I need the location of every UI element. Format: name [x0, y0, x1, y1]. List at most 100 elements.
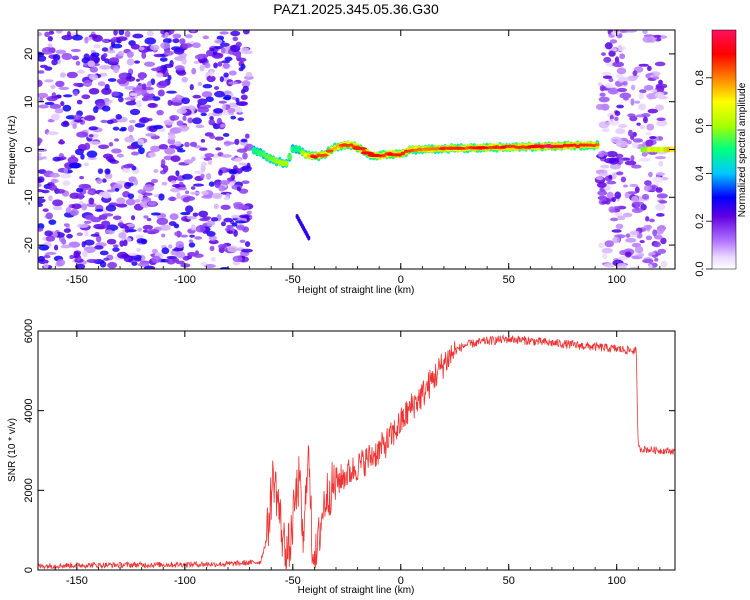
spectrogram-noise-blob	[127, 193, 135, 200]
spectrogram-noise-blob	[222, 62, 230, 69]
top-y-tick-label: -10	[23, 189, 35, 205]
spectrogram-noise-blob	[101, 213, 114, 217]
spectrogram-ridge-cell	[264, 154, 270, 158]
spectrogram-noise-blob	[643, 84, 654, 91]
spectrogram-noise-blob	[135, 100, 142, 108]
spectrogram-noise-blob	[38, 104, 49, 109]
spectrogram-noise-blob	[172, 33, 182, 39]
spectrogram-noise-blob	[655, 213, 665, 217]
colorbar-label: Normalized spectral amplitude	[737, 82, 748, 217]
spectrogram-noise-blob	[88, 73, 99, 81]
spectrogram-noise-blob	[642, 116, 648, 124]
spectrogram-noise-blob	[220, 47, 226, 54]
spectrogram-ridge-cell	[394, 153, 399, 157]
top-y-axis-title: Frequency (Hz)	[7, 116, 18, 185]
spectrogram-noise-blob	[221, 221, 227, 227]
spectrogram-noise-blob	[237, 107, 243, 113]
spectrogram-noise-blob	[99, 261, 107, 268]
spectrogram-noise-blob	[611, 229, 622, 233]
spectrogram-noise-blob	[116, 180, 127, 185]
spectrogram-noise-blob	[86, 202, 97, 208]
spectrogram-noise-blob	[111, 91, 120, 97]
spectrogram-noise-blob	[147, 103, 157, 108]
top-x-tick-label: 100	[608, 274, 626, 286]
spectrogram-noise-blob	[124, 136, 135, 143]
spectrogram-noise-blob	[73, 114, 82, 120]
spectrogram-noise-blob	[127, 125, 135, 133]
colorbar-tick-label: 0.8	[694, 70, 706, 85]
spectrogram-noise-blob	[104, 168, 111, 175]
spectrogram-noise-blob	[166, 255, 178, 259]
spectrogram-noise-blob	[206, 220, 216, 227]
spectrogram-noise-blob	[630, 155, 635, 162]
spectrogram-noise-blob	[52, 199, 64, 207]
spectrogram-noise-blob	[189, 84, 194, 91]
spectrogram-ridge-cell	[280, 160, 286, 164]
spectrogram-noise-blob	[124, 30, 131, 38]
spectrogram-noise-blob	[126, 50, 134, 58]
spectrogram-noise-blob	[184, 205, 194, 213]
spectrogram-noise-blob	[603, 151, 609, 156]
spectrogram-noise-blob	[223, 217, 234, 223]
spectrogram-noise-blob	[88, 87, 100, 95]
spectrogram-noise-blob	[117, 251, 128, 259]
top-y-tick-label: 10	[23, 96, 35, 108]
spectrogram-noise-blob	[76, 232, 83, 237]
spectrogram-noise-blob	[163, 119, 174, 126]
spectrogram-noise-blob	[101, 87, 112, 95]
spectrogram-noise-blob	[227, 107, 236, 114]
spectrogram-noise-blob	[617, 215, 626, 221]
spectrogram-noise-blob	[638, 92, 644, 100]
spectrogram-noise-blob	[167, 74, 172, 81]
bottom-x-ticks: -150 -100 -50 0 50 100	[54, 331, 661, 587]
spectrogram-noise-blob	[235, 97, 240, 103]
spectrogram-noise-blob	[214, 90, 226, 98]
spectrogram-noise-blob	[118, 30, 125, 36]
spectrogram-noise-blob	[176, 120, 184, 127]
spectrogram-noise-blob	[649, 218, 655, 223]
spectrogram-noise-blob	[175, 170, 180, 177]
spectrogram-noise-blob	[170, 180, 177, 184]
spectrogram-noise-blob	[178, 181, 184, 186]
spectrogram-noise-blob	[103, 97, 110, 102]
spectrogram-noise-blob	[113, 182, 123, 190]
spectrogram-noise-blob	[222, 133, 230, 137]
spectrogram-noise-blob	[50, 113, 61, 121]
spectrogram-noise-blob	[612, 61, 625, 68]
spectrogram-noise-blob	[223, 94, 232, 101]
spectrogram-noise-blob	[83, 220, 92, 224]
spectrogram-ridge-cell	[293, 148, 299, 152]
spectrogram-noise-blob	[48, 184, 58, 191]
spectrogram-noise-blob	[656, 37, 661, 41]
spectrogram-noise-blob	[638, 103, 646, 111]
spectrogram-peak-cell	[360, 151, 374, 155]
spectrogram-noise-blob	[654, 91, 665, 99]
spectrogram-noise-blob	[623, 97, 629, 101]
spectrogram-noise-blob	[156, 217, 169, 226]
spectrogram-noise-blob	[618, 123, 628, 129]
spectrogram-noise-blob	[144, 37, 157, 45]
spectrogram-noise-blob	[161, 233, 166, 238]
spectrogram-noise-blob	[88, 197, 95, 205]
spectrogram-noise-blob	[146, 217, 152, 222]
spectrogram-noise-blob	[228, 169, 238, 175]
spectrogram-noise-blob	[122, 167, 131, 173]
spectrogram-noise-blob	[201, 195, 213, 199]
spectrogram-noise-blob	[619, 53, 626, 60]
spectrogram-noise-blob	[237, 205, 250, 210]
spectrogram-noise-blob	[62, 94, 73, 98]
spectrogram-noise-blob	[50, 84, 56, 90]
spectrogram-noise-blob	[654, 104, 665, 111]
spectrogram-noise-blob	[185, 190, 190, 195]
spectrogram-noise-blob	[190, 191, 201, 195]
spectrogram-noise-blob	[630, 84, 636, 91]
spectrogram-noise-blob	[200, 161, 208, 167]
spectrogram-noise-blob	[219, 76, 224, 83]
spectrogram-noise-blob	[604, 42, 613, 50]
spectrogram-noise-blob	[200, 261, 207, 266]
spectrogram-noise-blob	[135, 234, 144, 240]
spectrogram-noise-blob	[597, 82, 603, 87]
spectrogram-noise-blob	[38, 32, 43, 37]
spectrogram-noise-blob	[654, 203, 666, 211]
